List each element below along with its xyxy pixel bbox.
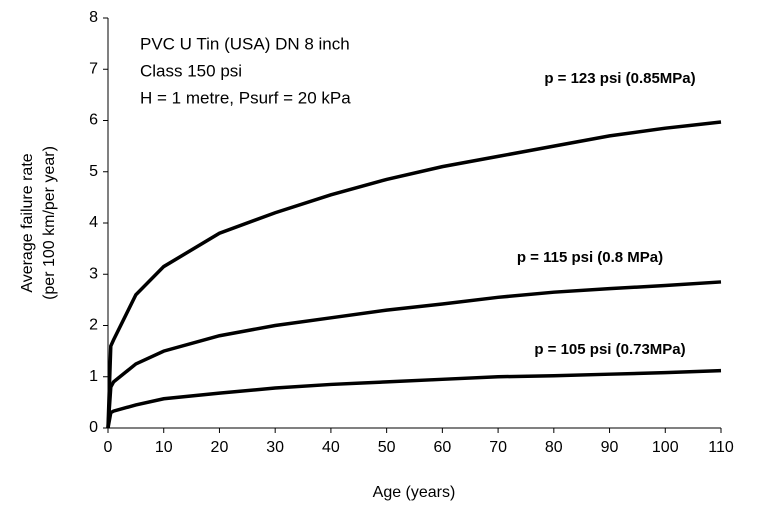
x-tick-label: 10 (155, 439, 173, 456)
y-tick-label: 4 (89, 214, 98, 231)
x-axis-label: Age (years) (373, 484, 456, 501)
x-tick-label: 20 (211, 439, 229, 456)
x-tick-label: 90 (601, 439, 619, 456)
y-tick-label: 2 (89, 317, 98, 334)
x-tick-label: 80 (545, 439, 563, 456)
y-axis-label: (per 100 km/per year) (41, 146, 58, 300)
y-tick-label: 3 (89, 265, 98, 282)
annotation: H = 1 metre, Psurf = 20 kPa (140, 88, 351, 107)
annotation: Class 150 psi (140, 61, 242, 80)
series-line (106, 368, 722, 429)
series-label: p = 115 psi (0.8 MPa) (517, 249, 663, 266)
y-axis-label: Average failure rate (19, 153, 36, 292)
x-tick-label: 70 (489, 439, 507, 456)
series-line (106, 280, 722, 429)
y-tick-label: 5 (89, 163, 98, 180)
y-tick-label: 1 (89, 368, 98, 385)
x-tick-label: 100 (652, 439, 679, 456)
annotation: PVC U Tin (USA) DN 8 inch (140, 34, 350, 53)
x-tick-label: 60 (433, 439, 451, 456)
y-tick-label: 6 (89, 112, 98, 129)
series-line (106, 120, 722, 429)
x-tick-label: 40 (322, 439, 340, 456)
x-tick-label: 0 (104, 439, 113, 456)
x-tick-label: 110 (708, 439, 734, 456)
series-label: p = 105 psi (0.73MPa) (534, 341, 685, 358)
y-tick-label: 0 (89, 419, 98, 436)
y-tick-label: 8 (89, 9, 98, 26)
x-tick-label: 30 (266, 439, 284, 456)
x-tick-label: 50 (378, 439, 396, 456)
series-label: p = 123 psi (0.85MPa) (544, 70, 695, 87)
y-tick-label: 7 (89, 60, 98, 77)
